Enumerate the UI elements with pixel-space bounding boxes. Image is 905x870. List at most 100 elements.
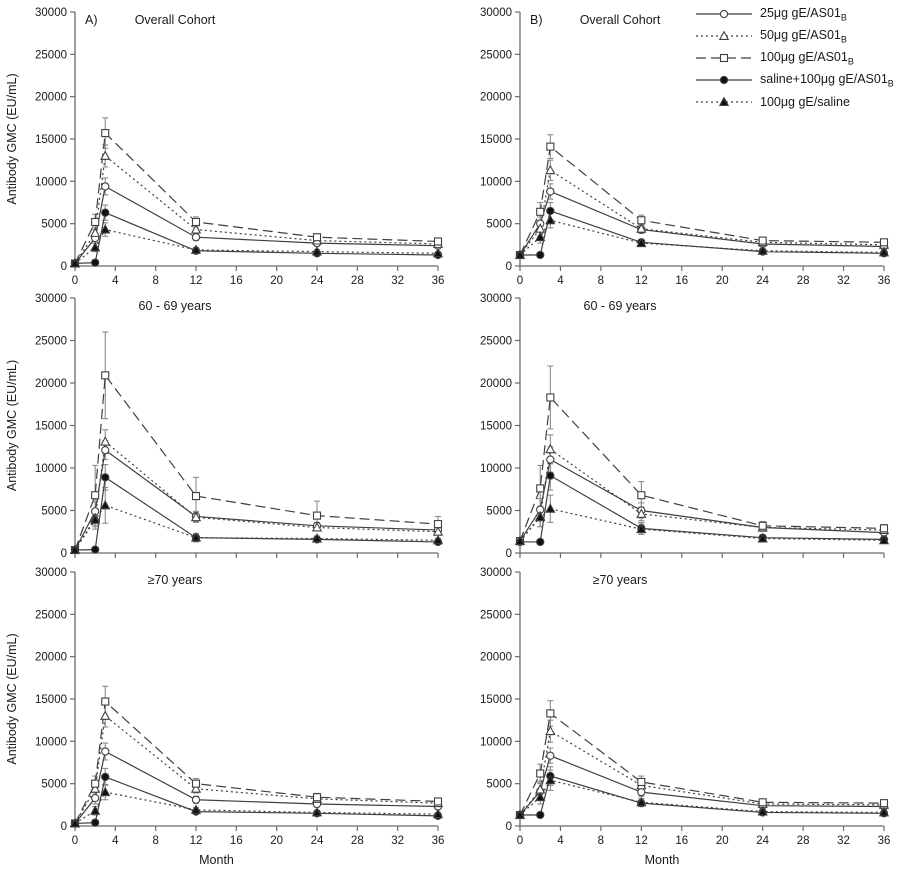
data-point-marker-triangle-filled [90,241,101,252]
data-point-marker-triangle-open [100,436,111,446]
data-point-marker-triangle-filled [757,806,768,816]
data-point-marker-circle-filled [91,258,100,267]
y-axis-tick-label: 0 [61,548,67,560]
data-point-marker-triangle-open [636,508,647,518]
data-point-marker-square-open [101,129,110,138]
y-axis-tick-label: 10000 [480,463,512,475]
y-axis-tick-label: 0 [506,261,512,273]
x-axis-tick-label: 24 [756,835,769,847]
y-axis-title: Antibody GMC (EU/mL) [5,73,19,204]
y-axis-tick-label: 15000 [35,134,67,146]
series-line [519,169,885,256]
x-axis-tick-label: 0 [72,275,78,285]
data-point-marker-circle-filled [101,208,110,217]
x-axis-title: Month [199,853,234,867]
y-axis-tick-label: 20000 [35,92,67,104]
legend-circle-filled-icon [696,75,752,85]
data-point-marker-triangle-filled [757,245,768,255]
y-axis-tick-label: 20000 [35,378,67,390]
data-point-marker-square-open [637,491,646,500]
legend-triangle-open-icon [696,30,752,40]
data-point-marker-triangle-open [190,224,202,234]
y-axis-tick-label: 30000 [480,293,512,305]
data-point-marker-triangle-open [90,783,101,793]
legend-label: 100μg gE/saline [760,95,850,109]
series-line [519,190,885,256]
data-point-marker-triangle-open [311,521,323,532]
x-axis-tick-label: 0 [517,275,523,285]
x-axis-tick-label: 20 [716,835,729,847]
data-point-marker-square-open [433,237,443,246]
x-axis-tick-label: 28 [797,835,810,847]
y-axis-tick-label: 30000 [480,7,512,19]
x-axis-tick-label: 28 [351,835,364,847]
legend-item: 100μg gE/saline [694,91,894,113]
axis-line [74,572,438,827]
data-point-marker-triangle-filled [432,534,444,545]
data-point-marker-triangle-filled [514,249,526,259]
data-point-marker-triangle-filled [311,806,323,817]
data-point-marker-triangle-filled [69,544,81,554]
y-axis-tick-label: 15000 [480,134,512,146]
data-point-marker-triangle-open [190,783,202,793]
y-axis-title: Antibody GMC (EU/mL) [5,633,19,764]
chart-panel-a: 0 5000 10000 15000 20000 25000 30000 0 4 8 12 16 20 2… [5,7,444,285]
x-axis-tick-label: 4 [557,835,564,847]
series-line [74,440,439,551]
legend-label-text: saline+100μg gE/AS01 [760,71,888,86]
data-point-marker-triangle-filled [190,244,202,254]
legend-square-open-icon [696,53,752,63]
data-point-marker-square-open [546,142,555,151]
data-point-marker-triangle-filled [100,786,111,797]
data-point-marker-triangle-filled [432,808,444,819]
x-axis-tick-label: 20 [270,275,283,285]
y-axis-tick-label: 0 [506,821,512,833]
x-axis-tick-label: 16 [675,275,688,285]
y-axis-tick-label: 15000 [480,694,512,706]
data-point-marker-circle-open [91,793,100,803]
y-axis-tick-label: 10000 [35,463,67,475]
chart-legend: 25μg gE/AS01B 50μg gE/AS01B 100μg gE/AS01B… [694,3,894,113]
x-axis-tick-label: 20 [270,835,283,847]
panel-title: Overall Cohort [135,13,216,27]
data-point-marker-triangle-open [100,150,111,160]
data-point-marker-square-open [879,799,889,808]
y-axis-tick-label: 20000 [35,652,67,664]
data-point-marker-triangle-filled [535,231,546,242]
x-axis-tick-label: 20 [716,275,729,285]
y-axis-tick-label: 20000 [480,92,512,104]
y-axis-tick-label: 5000 [41,219,67,231]
y-axis-tick-label: 5000 [486,219,512,231]
data-point-marker-circle-open [546,455,555,464]
series-line [519,219,885,256]
x-axis-tick-label: 16 [230,275,243,285]
x-axis-tick-label: 32 [837,275,850,285]
data-point-marker-circle-open [546,751,555,760]
legend-label: 25μg gE/AS01B [760,6,847,23]
x-axis-tick-label: 24 [311,835,324,847]
x-axis-tick-label: 8 [152,835,158,847]
y-axis-tick-label: 20000 [480,378,512,390]
data-point-marker-triangle-open [545,725,556,736]
legend-label-text: 25μg gE/AS01 [760,5,841,20]
data-point-marker-triangle-filled [190,804,202,814]
legend-label: saline+100μg gE/AS01B [760,72,894,89]
data-point-marker-triangle-filled [545,214,556,225]
series-line [74,791,439,824]
chart-panel-d: 0500010000150002000025000300000481216202… [480,293,890,560]
data-point-marker-square-open [758,521,767,530]
data-point-marker-circle-filled [546,206,555,216]
data-point-marker-circle-filled [101,473,110,482]
x-axis-tick-label: 16 [230,835,243,847]
data-point-marker-triangle-filled [636,237,647,248]
data-point-marker-circle-filled [536,810,545,820]
x-axis-tick-label: 24 [311,275,324,285]
data-point-marker-triangle-filled [90,514,101,524]
x-axis-tick-label: 0 [72,835,78,847]
x-axis-tick-label: 36 [878,275,891,285]
series-line [74,373,439,551]
series-line [74,776,439,825]
data-point-marker-square-open [758,236,767,245]
panel-title: ≥70 years [593,573,648,587]
